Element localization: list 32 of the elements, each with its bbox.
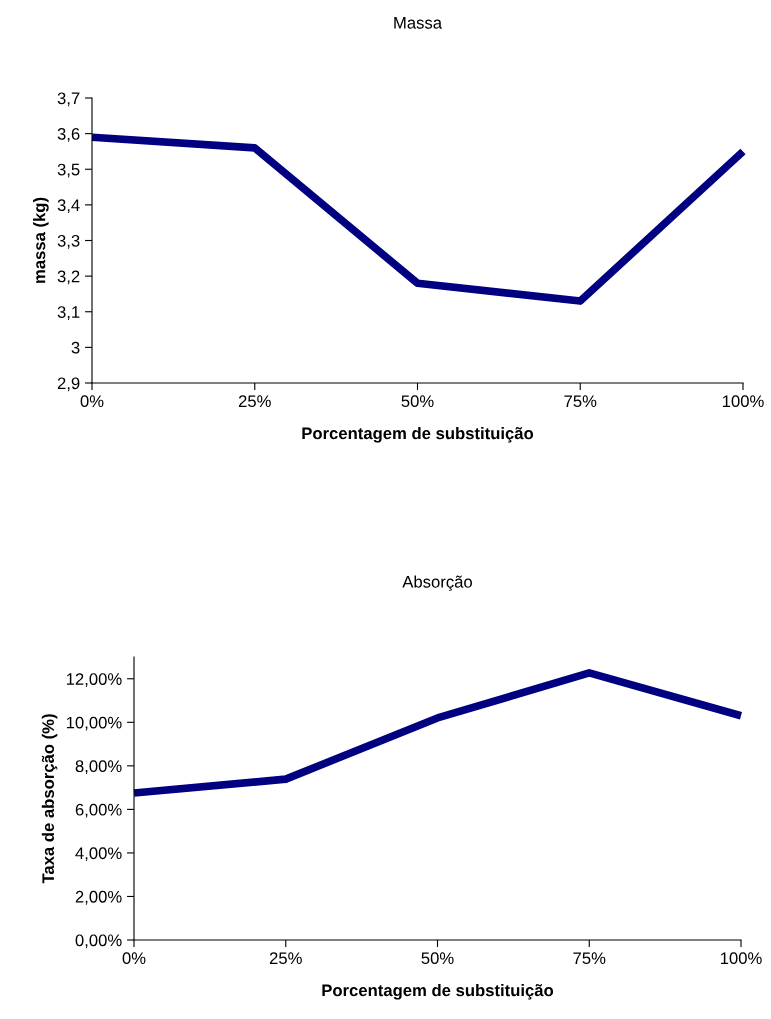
x-axis-title: Porcentagem de substituição — [322, 984, 554, 1000]
y-tick-label: 3,4 — [57, 199, 80, 214]
x-tick-label: 0% — [122, 952, 146, 965]
chart-title: Absorção — [402, 575, 473, 592]
y-tick-label: 3,5 — [57, 163, 80, 178]
y-tick-label: 3,2 — [57, 270, 80, 285]
x-tick-label: 25% — [238, 395, 271, 408]
y-tick-label: 0,00% — [75, 934, 122, 949]
x-axis-title: Porcentagem de substituição — [302, 427, 534, 443]
y-tick-label: 2,9 — [57, 377, 80, 392]
y-axis-title: massa (kg) — [33, 197, 49, 283]
y-tick-label: 2,00% — [75, 890, 122, 905]
y-axis-title: Taxa de absorção (%) — [41, 714, 58, 884]
x-tick-label: 50% — [401, 395, 434, 408]
x-tick-label: 75% — [573, 952, 606, 965]
y-tick-label: 10,00% — [66, 716, 122, 731]
y-tick-label: 3,1 — [57, 306, 80, 320]
y-tick-label: 4,00% — [75, 847, 122, 862]
y-tick-label: 6,00% — [75, 803, 122, 818]
x-tick-label: 50% — [421, 952, 454, 965]
chart-title: Massa — [394, 17, 443, 29]
y-tick-label: 3,3 — [57, 234, 80, 249]
x-tick-label: 75% — [564, 395, 597, 408]
x-tick-label: 100% — [720, 952, 762, 965]
x-tick-label: 100% — [722, 395, 764, 408]
y-tick-label: 8,00% — [75, 760, 122, 775]
x-tick-label: 0% — [80, 395, 104, 408]
y-tick-label: 3 — [71, 341, 80, 354]
y-tick-label: 3,6 — [57, 128, 80, 142]
y-tick-label: 3,7 — [57, 92, 80, 107]
y-tick-label: 12,00% — [66, 673, 122, 687]
x-tick-label: 25% — [269, 952, 302, 965]
